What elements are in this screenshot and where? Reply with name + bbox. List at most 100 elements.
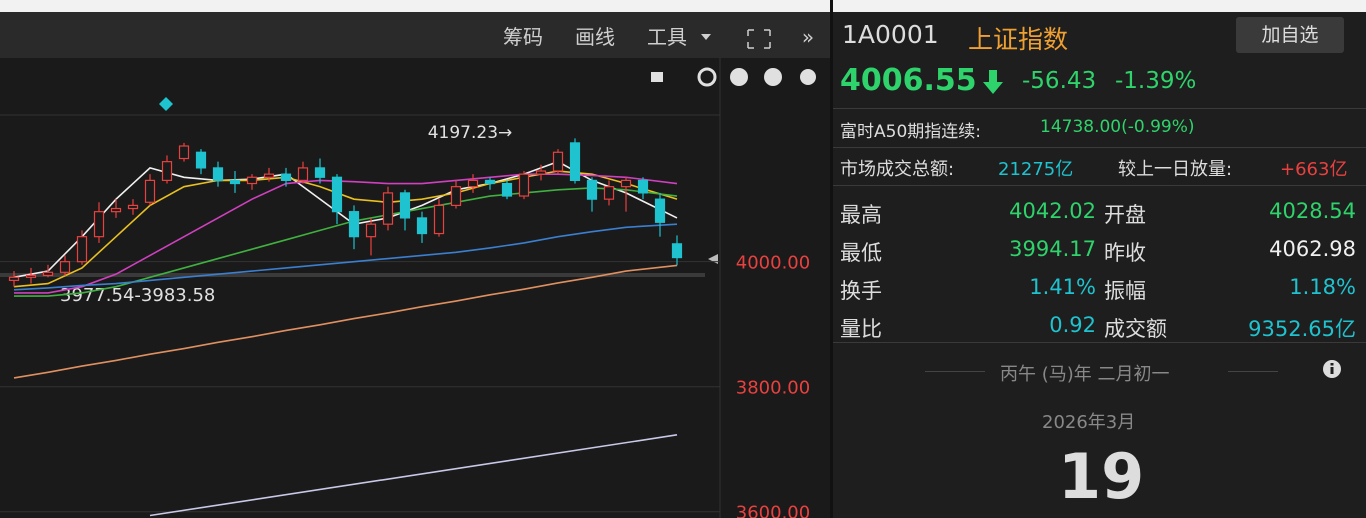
candle-body bbox=[25, 274, 37, 278]
candle-body bbox=[93, 211, 105, 238]
candle-body bbox=[297, 167, 309, 182]
top-strip bbox=[833, 0, 1366, 12]
candle-body bbox=[76, 236, 88, 263]
candle-body bbox=[501, 182, 513, 197]
moving-average bbox=[13, 223, 678, 291]
candle-body bbox=[263, 173, 275, 178]
stat-label: 昨收 bbox=[1104, 241, 1146, 265]
candle-body bbox=[331, 176, 343, 213]
candle-body bbox=[365, 223, 377, 238]
candle-body bbox=[552, 151, 564, 172]
plot-bg bbox=[0, 58, 830, 518]
candle-body bbox=[399, 192, 411, 219]
stat-value: 4062.98 bbox=[1269, 237, 1356, 261]
add-watchlist-button[interactable]: 加自选 bbox=[1236, 17, 1344, 53]
divider bbox=[830, 0, 833, 518]
moving-average bbox=[14, 187, 678, 297]
stat-label: 振幅 bbox=[1104, 279, 1146, 303]
code: 1A0001 bbox=[842, 20, 939, 49]
candle-body bbox=[586, 179, 598, 200]
candle-body bbox=[637, 179, 649, 194]
candle-body bbox=[450, 186, 462, 207]
stat-value: 0.92 bbox=[1049, 313, 1096, 337]
candle-body bbox=[178, 145, 190, 160]
stat-row: 换手 1.41% 振幅 1.18% bbox=[840, 269, 1356, 307]
stat-value: 4028.54 bbox=[1269, 199, 1356, 223]
percent: -1.39% bbox=[1115, 68, 1197, 94]
turnover-label: 市场成交总额: bbox=[840, 159, 955, 180]
diff-label: 较上一日放量: bbox=[1118, 159, 1233, 180]
candle-body bbox=[144, 179, 156, 203]
fullscreen-icon[interactable] bbox=[747, 29, 771, 49]
annotation: 4197.23→ bbox=[428, 123, 513, 143]
candle-body bbox=[535, 170, 547, 175]
candle-body bbox=[569, 142, 581, 181]
candle-body bbox=[127, 204, 139, 210]
y-tick-label: 4000.00 bbox=[736, 253, 810, 274]
undo-icon[interactable] bbox=[697, 67, 717, 87]
candle-body bbox=[654, 198, 666, 223]
toolbar-item[interactable]: 工具 bbox=[647, 25, 687, 49]
rule bbox=[1228, 371, 1278, 372]
marker bbox=[159, 97, 173, 111]
toolbar-item[interactable]: 筹码 bbox=[503, 25, 543, 49]
candle-body bbox=[195, 151, 207, 169]
candle-body bbox=[484, 179, 496, 185]
candle-body bbox=[433, 204, 445, 235]
change: -56.43 bbox=[1022, 68, 1097, 94]
more-icon[interactable]: » bbox=[802, 25, 814, 49]
chart-tools[interactable] bbox=[651, 67, 816, 87]
stat-row: 最高 4042.02 开盘 4028.54 bbox=[840, 193, 1356, 231]
stat-value: 4042.02 bbox=[1009, 199, 1096, 223]
chart: 筹码 画线 工具 » 4197.23→ 3977.54-3983.58 4000… bbox=[0, 0, 830, 518]
candle-body bbox=[246, 176, 258, 185]
candle-body bbox=[671, 243, 683, 259]
down-arrow bbox=[983, 70, 1003, 94]
diff-value: +663亿 bbox=[1280, 159, 1348, 180]
annotation: 3977.54-3983.58 bbox=[60, 285, 215, 306]
moving-average bbox=[149, 434, 678, 517]
futures-value: 14738.00(-0.99%) bbox=[1040, 117, 1195, 137]
zoom-out-icon[interactable] bbox=[764, 68, 782, 86]
futures-label: 富时A50期指连续: bbox=[840, 122, 981, 142]
separator bbox=[833, 342, 1366, 343]
candle-body bbox=[229, 179, 241, 185]
stat-label: 换手 bbox=[840, 279, 882, 303]
stat-label: 最高 bbox=[840, 203, 882, 227]
candle-body bbox=[161, 161, 173, 181]
stat-value: 1.18% bbox=[1289, 275, 1356, 299]
candle-body bbox=[467, 179, 479, 188]
candle-body bbox=[59, 261, 71, 273]
candle-body bbox=[110, 207, 122, 213]
lock-icon[interactable] bbox=[651, 72, 663, 82]
name: 上证指数 bbox=[968, 25, 1069, 54]
separator bbox=[833, 108, 1366, 109]
candle-body bbox=[314, 167, 326, 178]
candle-body bbox=[416, 217, 428, 235]
separator bbox=[833, 147, 1366, 148]
y-tick-label: 3800.00 bbox=[736, 378, 810, 399]
dropdown-arrow bbox=[701, 34, 711, 40]
month: 2026年3月 bbox=[1042, 412, 1136, 433]
candle-body bbox=[603, 186, 615, 200]
zoom-in-icon[interactable] bbox=[730, 68, 748, 86]
stat-value: 1.41% bbox=[1029, 275, 1096, 299]
moving-average bbox=[13, 264, 678, 379]
candle-body bbox=[212, 167, 224, 182]
stat-row: 量比 0.92 成交额 9352.65亿 bbox=[840, 307, 1356, 345]
stat-label: 开盘 bbox=[1104, 203, 1146, 227]
y-tick-label: 3600.00 bbox=[736, 503, 810, 518]
stat-label: 最低 bbox=[840, 241, 882, 265]
candle-body bbox=[280, 173, 292, 181]
separator bbox=[833, 185, 1366, 186]
toolbar bbox=[0, 12, 830, 58]
toolbar-item[interactable]: 画线 bbox=[575, 25, 615, 49]
top-strip bbox=[0, 0, 830, 12]
rule bbox=[925, 371, 985, 372]
info-icon[interactable] bbox=[1322, 359, 1342, 379]
stat-value: 9352.65亿 bbox=[1248, 317, 1356, 341]
settings-icon[interactable] bbox=[800, 69, 816, 85]
quote-panel bbox=[833, 12, 1366, 518]
candle-body bbox=[42, 271, 54, 277]
